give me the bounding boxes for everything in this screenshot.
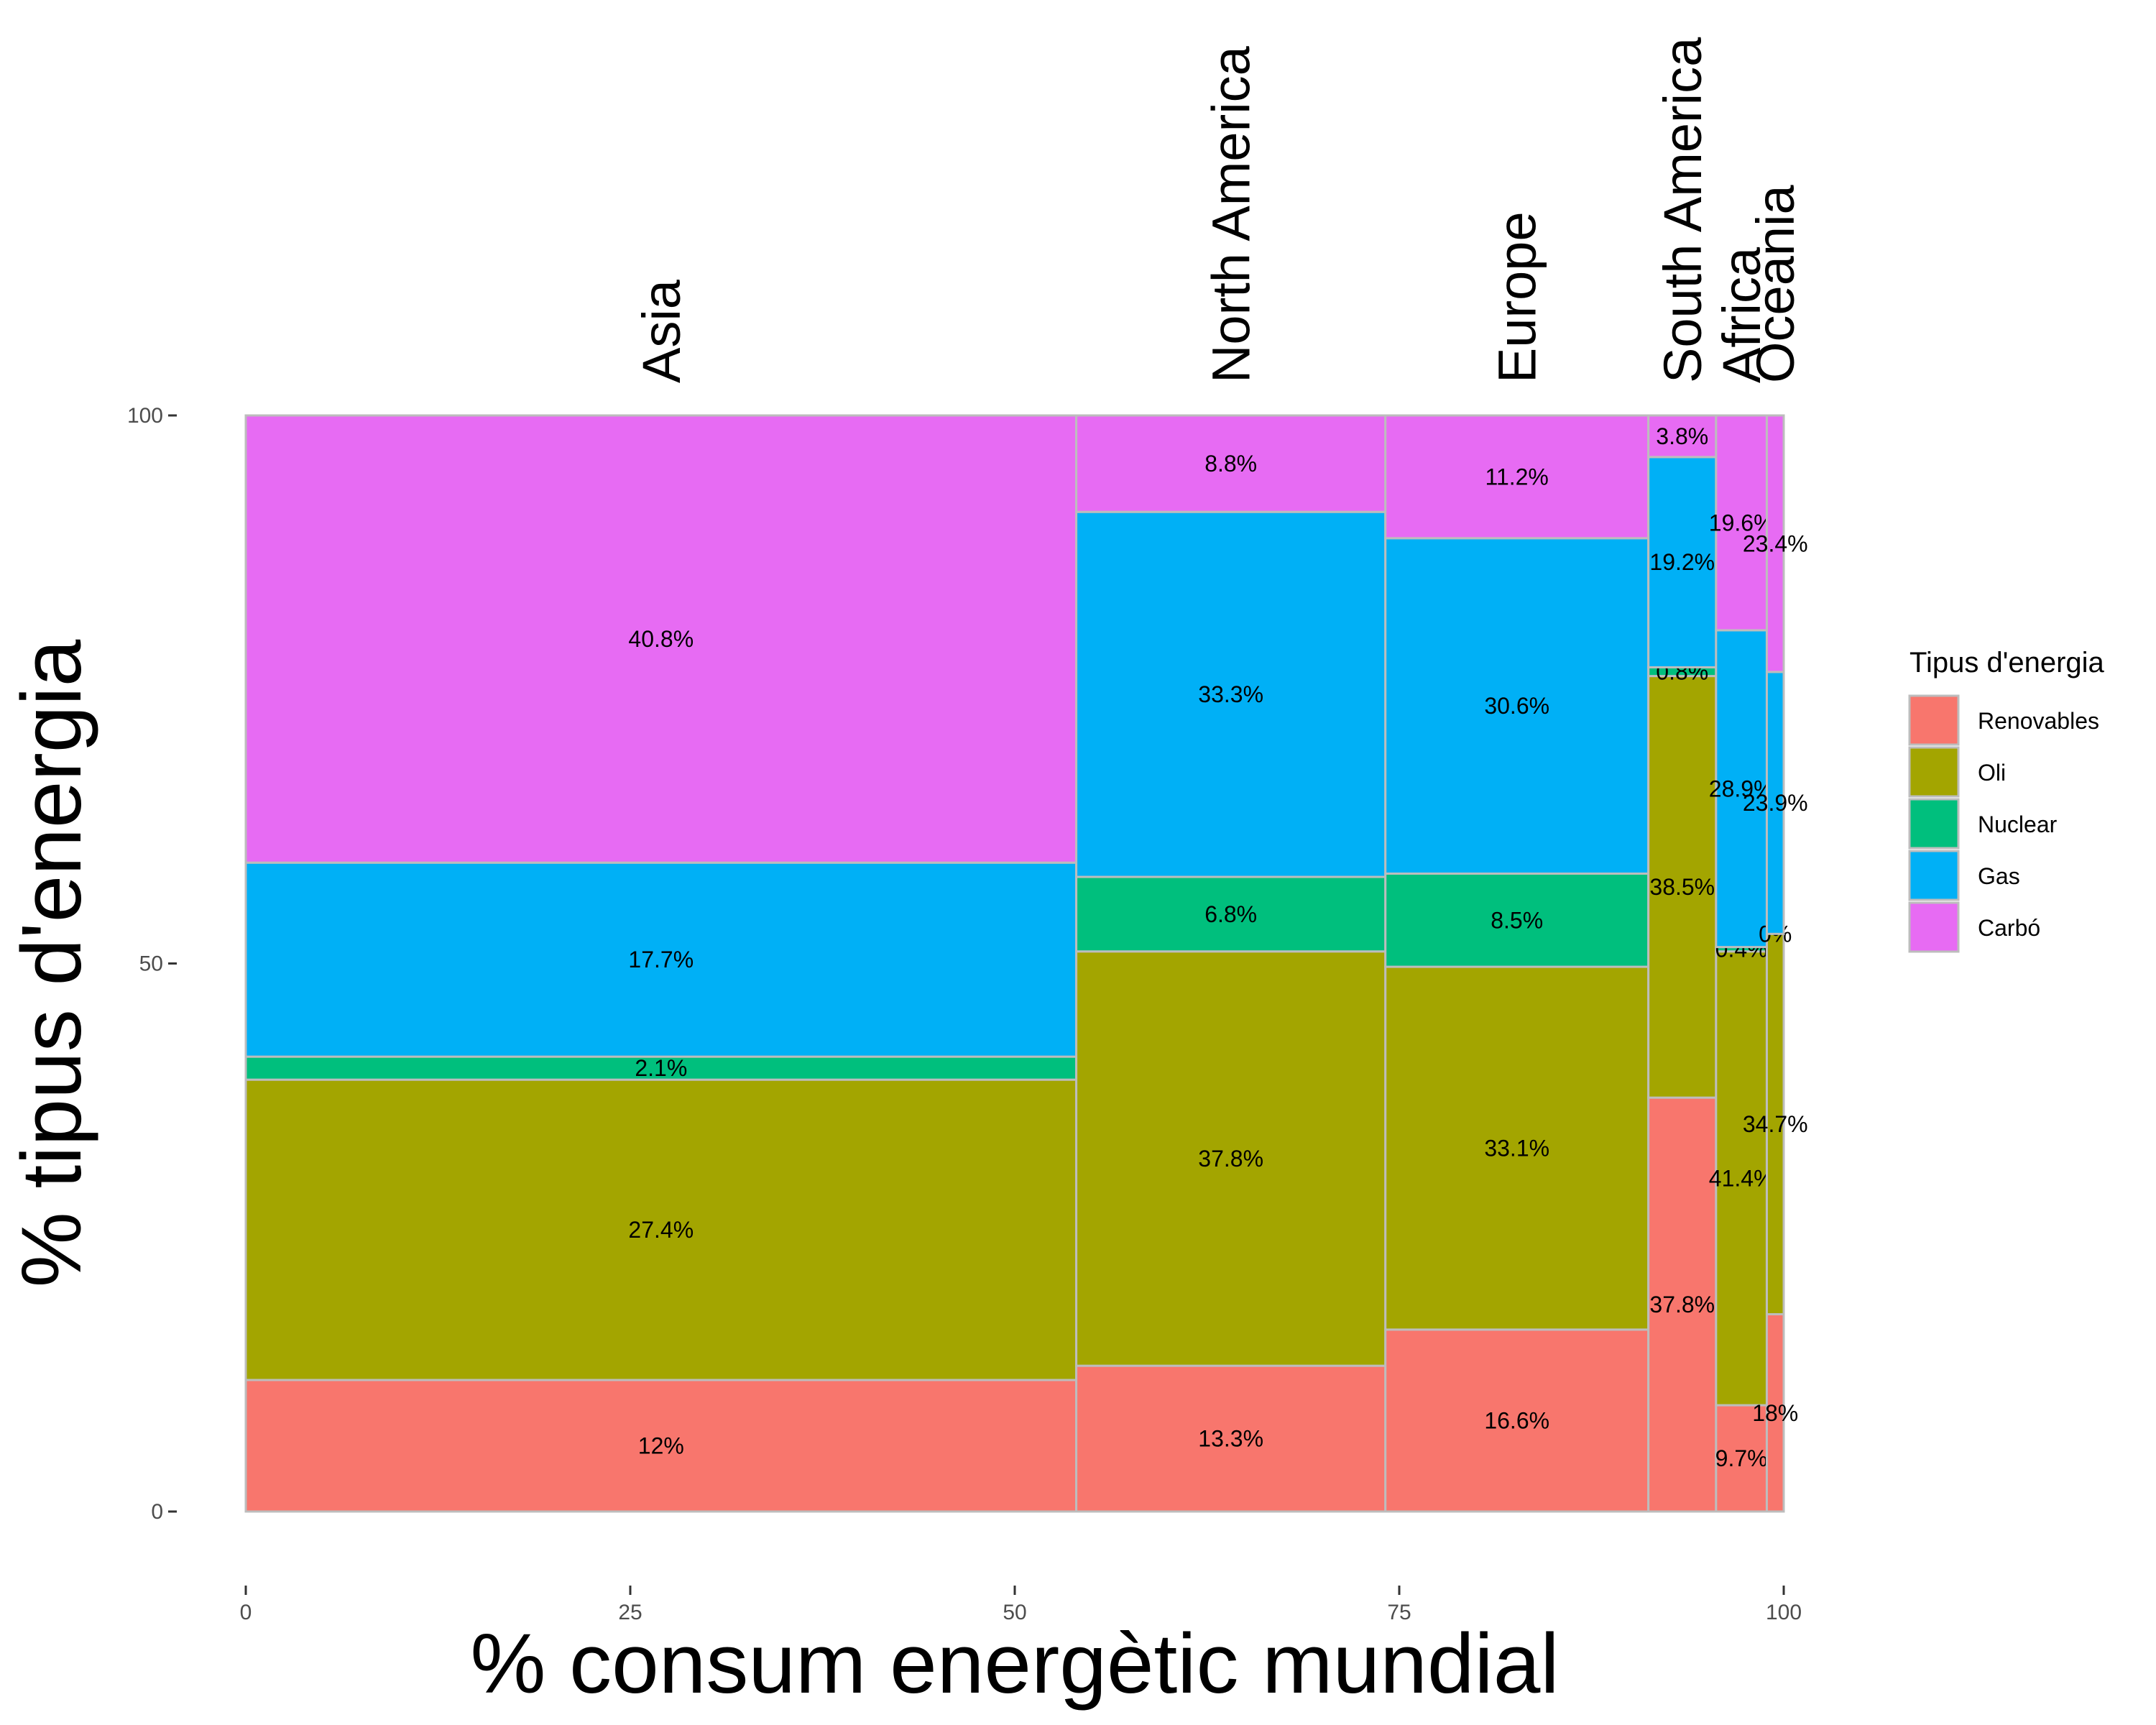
segment-north-america-renovables <box>1075 1364 1387 1513</box>
segment-label-africa-oli: 41.4% <box>1709 1165 1774 1191</box>
region-label-europe: Europe <box>1488 211 1547 383</box>
legend-key-renovables <box>1908 694 1960 746</box>
region-label-africa: Africa <box>1712 247 1772 383</box>
x-tick-label: 75 <box>1387 1601 1411 1624</box>
region-label-south-america: South America <box>1653 37 1713 383</box>
segment-label-south-america-renovables: 37.8% <box>1649 1292 1715 1317</box>
legend-key-gas <box>1908 850 1960 901</box>
segment-label-africa-gas: 28.9% <box>1709 776 1774 801</box>
segment-europe-nuclear <box>1384 872 1650 968</box>
segment-label-south-america-gas: 19.2% <box>1649 549 1715 575</box>
segment-label-south-america-oli: 38.5% <box>1649 874 1715 900</box>
x-axis-title: % consum energètic mundial <box>470 1616 1559 1711</box>
y-tick-label: 100 <box>127 404 163 428</box>
region-label-north-america: North America <box>1202 45 1261 383</box>
segment-asia-renovables <box>244 1379 1078 1513</box>
legend-title: Tipus d'energia <box>1909 647 2105 678</box>
segment-label-north-america-nuclear: 6.8% <box>1204 901 1257 927</box>
x-tick-label: 100 <box>1766 1601 1802 1624</box>
segment-africa-carb <box>1715 414 1768 632</box>
segment-africa-gas <box>1715 629 1768 949</box>
segment-north-america-oli <box>1075 950 1387 1367</box>
legend-key-nuclear <box>1908 798 1960 850</box>
segment-north-america-gas <box>1075 510 1387 878</box>
segment-europe-oli <box>1384 965 1650 1331</box>
region-label-asia: Asia <box>632 279 691 383</box>
segment-label-asia-carb: 40.8% <box>628 626 694 652</box>
segment-label-south-america-carb: 3.8% <box>1656 423 1708 449</box>
segment-label-oceania-oli: 34.7% <box>1743 1111 1808 1137</box>
segment-label-oceania-renovables: 18% <box>1752 1400 1798 1426</box>
legend-key-carb <box>1908 901 1960 953</box>
segment-label-asia-gas: 17.7% <box>628 947 694 972</box>
segment-label-europe-carb: 11.2% <box>1485 464 1549 489</box>
y-axis-title: % tipus d'energia <box>4 639 99 1287</box>
segment-label-asia-renovables: 12% <box>638 1433 684 1459</box>
segment-oceania-carb <box>1765 414 1785 673</box>
segment-asia-oli <box>244 1078 1078 1381</box>
segment-label-europe-gas: 30.6% <box>1484 693 1549 719</box>
y-tick-label: 50 <box>139 952 163 976</box>
segment-north-america-nuclear <box>1075 875 1387 953</box>
segment-label-europe-renovables: 16.6% <box>1484 1407 1549 1433</box>
segment-asia-carb <box>244 414 1078 864</box>
segment-label-north-america-carb: 8.8% <box>1204 451 1257 477</box>
legend-label-carb: Carbó <box>1978 915 2040 941</box>
segment-south-america-renovables <box>1647 1096 1718 1513</box>
legend-label-nuclear: Nuclear <box>1978 811 2058 837</box>
segment-label-oceania-gas: 23.9% <box>1743 790 1808 816</box>
segment-label-north-america-oli: 37.8% <box>1198 1146 1263 1172</box>
segment-south-america-oli <box>1647 675 1718 1099</box>
x-tick-label: 0 <box>240 1601 252 1624</box>
segment-label-africa-renovables: 9.7% <box>1715 1445 1768 1471</box>
segment-label-oceania-carb: 23.4% <box>1743 530 1808 556</box>
segment-label-africa-carb: 19.6% <box>1709 510 1774 535</box>
segment-label-europe-oli: 33.1% <box>1484 1135 1549 1161</box>
legend-key-oli <box>1908 746 1960 798</box>
region-label-oceania: Oceania <box>1746 185 1805 383</box>
legend-label-renovables: Renovables <box>1978 708 2099 734</box>
segment-africa-oli <box>1715 950 1768 1407</box>
segment-label-europe-nuclear: 8.5% <box>1491 907 1543 933</box>
legend-label-oli: Oli <box>1978 760 2006 786</box>
segment-label-north-america-gas: 33.3% <box>1198 681 1263 707</box>
legend-label-gas: Gas <box>1978 863 2020 889</box>
segment-asia-gas <box>244 861 1078 1058</box>
segment-label-asia-oli: 27.4% <box>628 1217 694 1243</box>
segment-label-asia-nuclear: 2.1% <box>635 1055 687 1081</box>
segment-north-america-carb <box>1075 414 1387 513</box>
x-tick-label: 50 <box>1003 1601 1026 1624</box>
y-tick-label: 0 <box>151 1500 163 1524</box>
x-tick-label: 25 <box>618 1601 642 1624</box>
segment-label-north-america-renovables: 13.3% <box>1198 1426 1263 1452</box>
